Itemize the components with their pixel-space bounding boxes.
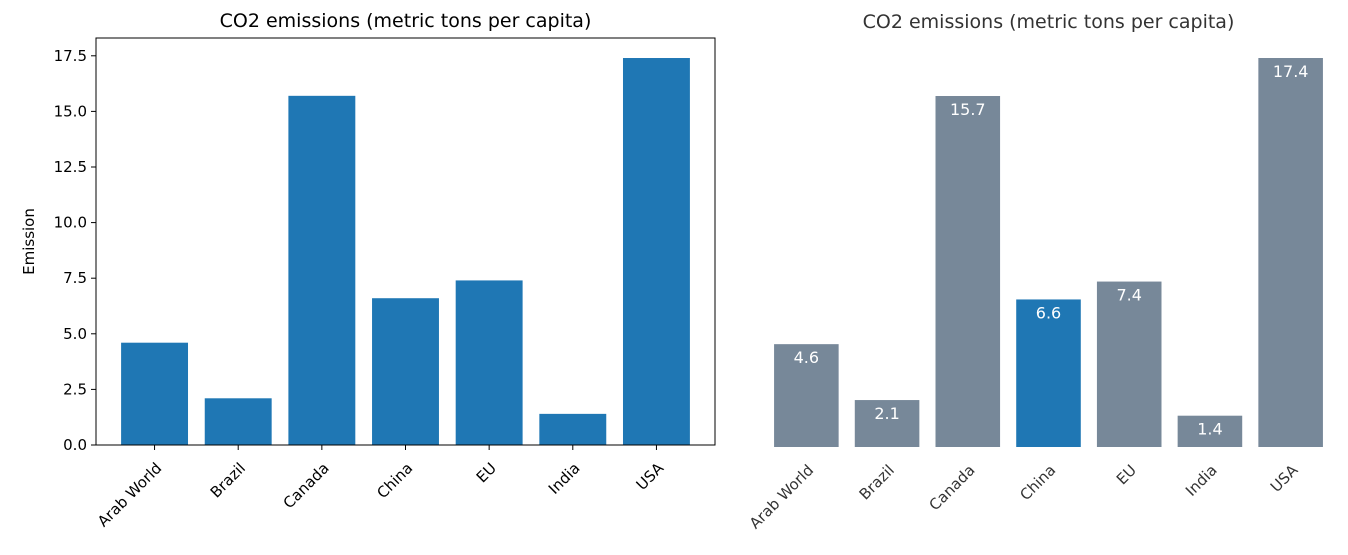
chart-title: CO2 emissions (metric tons per capita) <box>863 11 1235 33</box>
x-tick-label-china: China <box>1016 461 1059 504</box>
y-tick-label: 10.0 <box>54 214 87 232</box>
bar-india <box>539 413 607 445</box>
bar-india <box>1177 415 1243 447</box>
x-tick-label-india: India <box>1182 461 1221 500</box>
x-tick-label-canada: Canada <box>280 459 333 512</box>
data-label-canada: 15.7 <box>950 100 986 119</box>
x-tick-label-india: India <box>545 459 584 498</box>
bar-canada <box>288 95 356 445</box>
x-tick-label-canada: Canada <box>926 461 979 514</box>
x-tick-label-arab-world: Arab World <box>746 461 817 532</box>
data-label-arab-world: 4.6 <box>794 348 819 367</box>
y-tick-label: 12.5 <box>54 158 87 176</box>
data-label-usa: 17.4 <box>1273 62 1309 81</box>
data-label-india: 1.4 <box>1197 420 1222 439</box>
bar-arab-world <box>121 342 189 445</box>
bar-usa <box>622 58 690 446</box>
y-tick-label: 5.0 <box>63 325 87 343</box>
y-tick-label: 2.5 <box>63 380 87 398</box>
x-tick-label-eu: EU <box>1113 461 1140 488</box>
y-tick-label: 17.5 <box>54 47 87 65</box>
bar-canada <box>935 96 1001 448</box>
bar-china <box>372 298 439 445</box>
bar-eu <box>455 280 523 445</box>
chart-title: CO2 emissions (metric tons per capita) <box>220 10 592 32</box>
x-tick-label-usa: USA <box>633 459 668 494</box>
y-tick-label: 15.0 <box>54 102 87 120</box>
x-tick-label-usa: USA <box>1267 461 1302 496</box>
bar-brazil <box>854 400 920 447</box>
bar-china <box>1016 299 1081 447</box>
chart-right: 4.6 2.1 15.7 6.6 7.4 1.4 17.4 Arab World Brazil C… <box>746 11 1323 532</box>
bar-usa <box>1258 58 1323 447</box>
data-label-eu: 7.4 <box>1116 286 1141 305</box>
x-tick-label-brazil: Brazil <box>856 461 898 503</box>
chart-left: 0.0 2.5 5.0 7.5 10.0 12.5 15.0 17.5 Arab World Br… <box>20 10 716 530</box>
data-label-china: 6.6 <box>1036 303 1061 322</box>
x-tick-label-brazil: Brazil <box>207 459 249 501</box>
data-label-brazil: 2.1 <box>874 404 899 423</box>
x-tick-label-china: China <box>373 459 416 502</box>
y-tick-label: 0.0 <box>63 436 87 454</box>
bar-eu <box>1096 281 1162 447</box>
y-axis-label: Emission <box>20 208 38 275</box>
y-tick-label: 7.5 <box>63 269 87 287</box>
bar-arab-world <box>774 344 839 447</box>
x-tick-label-eu: EU <box>473 459 500 486</box>
x-tick-label-arab-world: Arab World <box>94 459 165 530</box>
bar-brazil <box>204 398 272 445</box>
